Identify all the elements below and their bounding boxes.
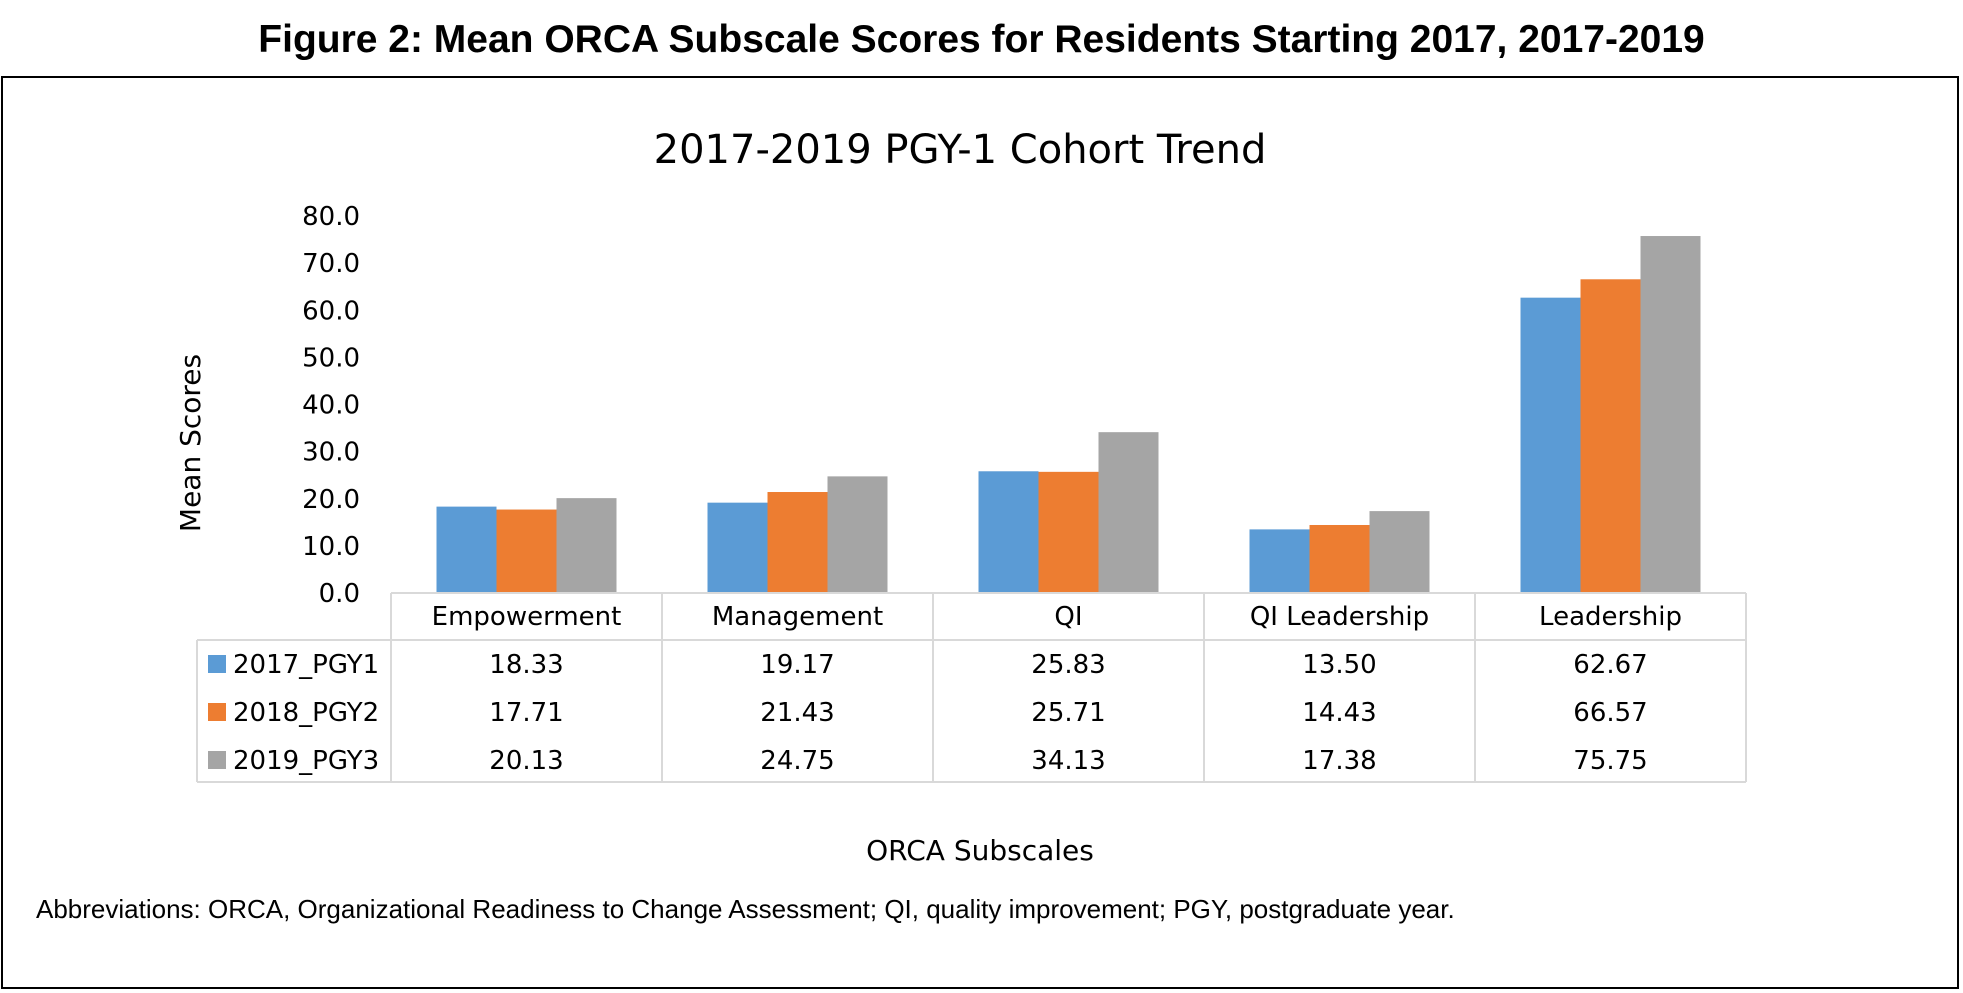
legend-swatch [208,655,226,673]
data-label: 62.67 [1573,650,1647,680]
bar [496,509,557,593]
legend-label: 2018_PGY2 [233,698,379,728]
data-label: 66.57 [1573,698,1647,728]
data-label: 18.33 [489,650,563,680]
x-category-label: Empowerment [432,602,622,632]
data-label: 21.43 [760,698,834,728]
data-label: 19.17 [760,650,834,680]
data-label: 14.43 [1302,698,1376,728]
y-axis-label: Mean Scores [174,354,207,532]
y-tick-label: 10.0 [302,532,360,562]
bar [767,492,828,593]
y-tick-label: 40.0 [302,391,360,421]
bar [556,498,617,593]
data-label: 17.71 [489,698,563,728]
y-tick-label: 0.0 [319,579,360,609]
bar [978,471,1039,593]
data-label: 24.75 [760,746,834,776]
data-label: 25.83 [1031,650,1105,680]
y-tick-label: 30.0 [302,438,360,468]
y-tick-label: 80.0 [302,202,360,232]
abbreviations-note: Abbreviations: ORCA, Organizational Read… [36,894,1455,924]
x-category-label: QI [1054,602,1082,632]
data-label: 13.50 [1302,650,1376,680]
data-label: 17.38 [1302,746,1376,776]
y-tick-label: 60.0 [302,296,360,326]
figure-heading: Figure 2: Mean ORCA Subscale Scores for … [258,18,1705,61]
bar [1249,529,1310,593]
legend-label: 2019_PGY3 [233,746,379,776]
bar [1369,511,1430,593]
figure-frame [1,76,1959,989]
bar [436,506,497,593]
y-tick-label: 70.0 [302,249,360,279]
legend-swatch [208,703,226,721]
bar [1038,471,1099,593]
bar [827,476,888,593]
bar [707,502,768,593]
data-label: 20.13 [489,746,563,776]
legend-label: 2017_PGY1 [233,650,379,680]
y-tick-label: 20.0 [302,485,360,515]
data-label: 75.75 [1573,746,1647,776]
bar [1640,236,1701,593]
data-label: 34.13 [1031,746,1105,776]
y-tick-label: 50.0 [302,343,360,373]
bar [1309,524,1370,593]
x-category-label: Management [712,602,883,632]
data-label: 25.71 [1031,698,1105,728]
legend-swatch [208,751,226,769]
bar [1098,432,1159,593]
bar [1520,297,1581,593]
x-axis-label: ORCA Subscales [866,834,1094,867]
bar [1580,279,1641,593]
x-category-label: Leadership [1539,602,1682,632]
x-category-label: QI Leadership [1250,602,1429,632]
chart-title: 2017-2019 PGY-1 Cohort Trend [654,127,1267,173]
